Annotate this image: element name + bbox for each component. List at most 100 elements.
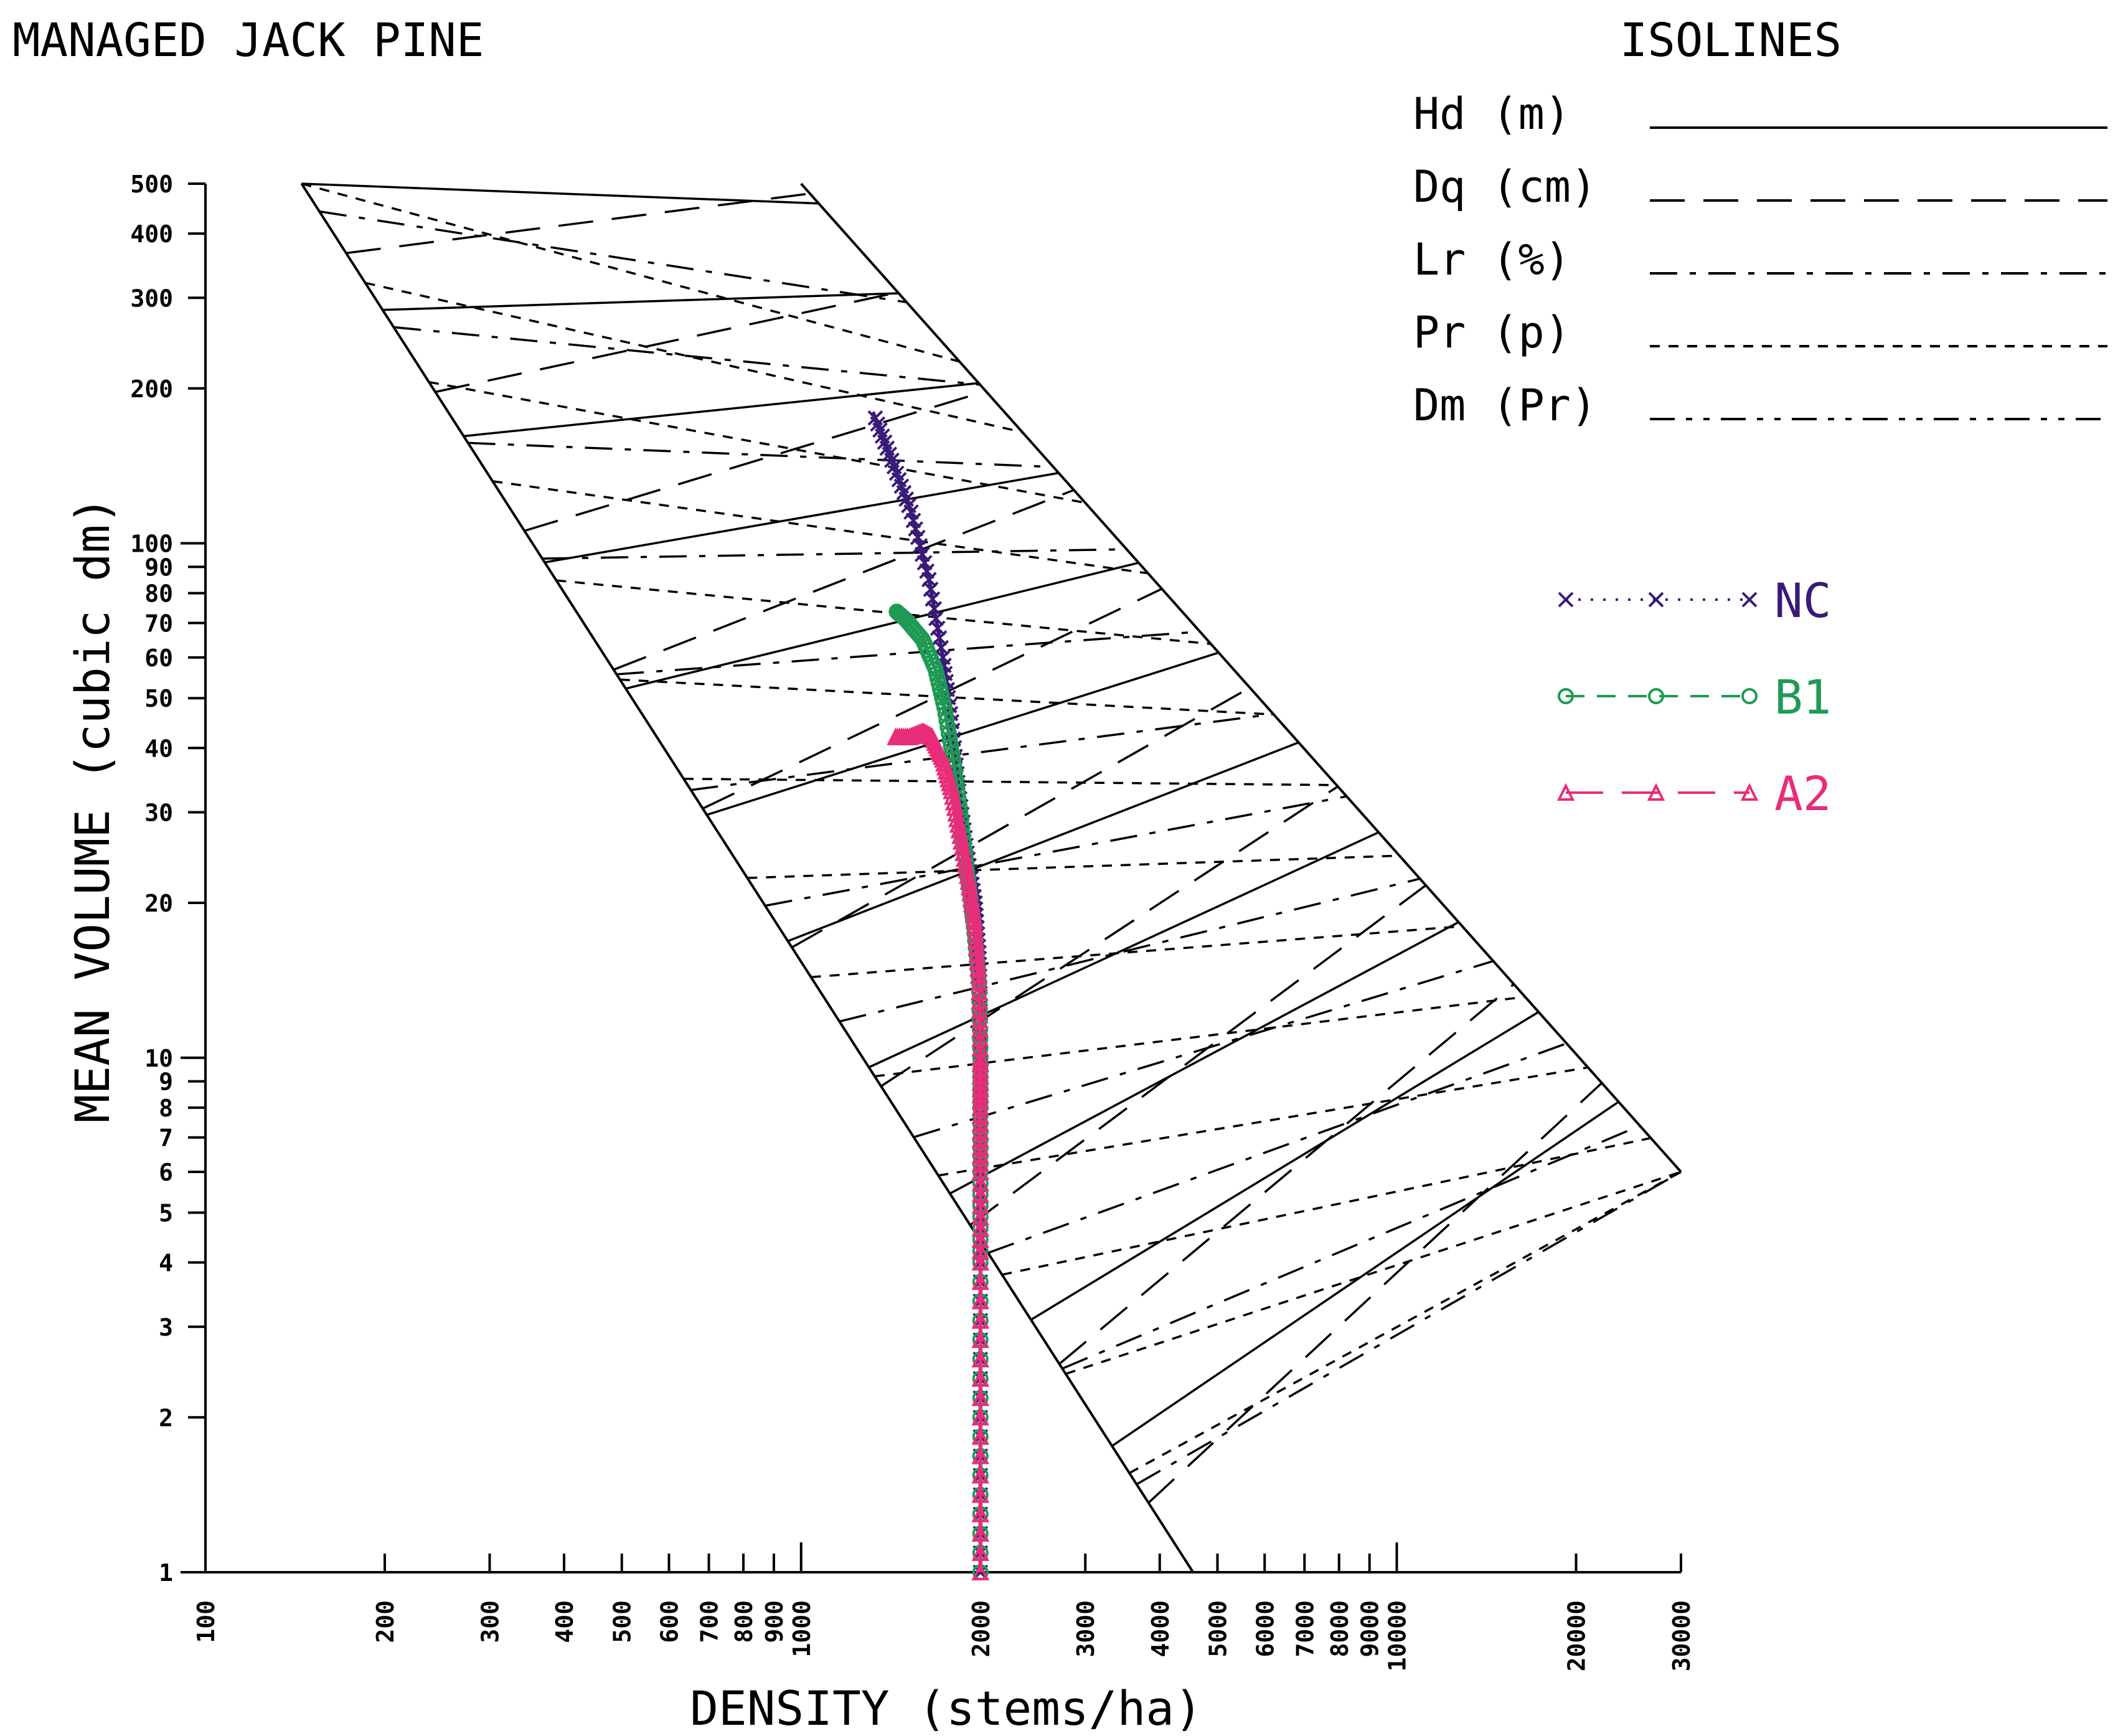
isoline-legend-label: Dq (cm) <box>1413 161 1597 212</box>
series-point <box>971 1330 990 1348</box>
series-point <box>970 982 989 1001</box>
series-point <box>971 1010 989 1029</box>
y-tick-label: 300 <box>130 285 173 312</box>
x-tick-label: 9000 <box>1357 1600 1384 1658</box>
legend-marker <box>1741 592 1758 608</box>
isoline <box>301 182 960 363</box>
series-point <box>971 1524 990 1542</box>
x-tick-label: 30000 <box>1668 1600 1695 1671</box>
y-tick-label: 7 <box>159 1125 173 1152</box>
x-tick-label: 20000 <box>1563 1600 1591 1671</box>
isoline <box>542 548 1127 560</box>
y-tick-label: 90 <box>144 554 173 581</box>
isoline <box>1058 983 1515 1365</box>
isoline <box>393 326 981 386</box>
x-tick-label: 900 <box>761 1600 788 1643</box>
x-tick-label: 4000 <box>1147 1600 1174 1658</box>
y-tick-label: 40 <box>144 735 173 762</box>
series-point <box>971 1446 990 1465</box>
y-tick-label: 400 <box>130 220 173 248</box>
isoline <box>1065 1171 1682 1375</box>
y-tick-label: 4 <box>159 1250 173 1277</box>
isoline <box>1062 1125 1640 1370</box>
y-tick-label: 9 <box>159 1068 173 1096</box>
series-point <box>971 1048 990 1066</box>
series-point <box>971 1311 990 1329</box>
isoline <box>702 588 1162 810</box>
legend-marker <box>1648 592 1664 608</box>
isoline <box>1136 1171 1682 1486</box>
x-tick-label: 2000 <box>967 1600 995 1658</box>
isoline <box>616 630 1200 676</box>
y-tick-label: 2 <box>159 1404 173 1432</box>
series-point <box>971 1407 990 1426</box>
isoline <box>747 854 1400 879</box>
isoline <box>684 777 1337 786</box>
series-layer <box>867 410 990 1580</box>
series-point <box>971 1369 990 1387</box>
series-point <box>971 1427 990 1445</box>
series-point <box>971 1272 990 1290</box>
isoline <box>765 795 1347 907</box>
x-tick-label: 100 <box>192 1600 220 1643</box>
isoline <box>524 390 987 532</box>
legend-marker <box>1558 592 1574 608</box>
isoline <box>435 291 898 394</box>
isoline <box>690 712 1274 791</box>
isolines-layer <box>301 182 1682 1504</box>
y-tick-label: 3 <box>159 1314 173 1341</box>
isoline <box>468 441 1053 468</box>
x-tick-label: 5000 <box>1204 1600 1231 1658</box>
x-tick-label: 6000 <box>1251 1600 1279 1658</box>
series-point <box>971 1219 990 1237</box>
series-point <box>970 991 989 1010</box>
x-tick-label: 500 <box>609 1600 636 1643</box>
isoline <box>556 579 1212 645</box>
y-tick-label: 50 <box>144 685 173 712</box>
legend-marker <box>1648 688 1664 704</box>
series-point <box>867 410 883 426</box>
series-point <box>971 1230 990 1248</box>
isoline <box>463 382 979 438</box>
x-tick-label: 400 <box>551 1600 578 1643</box>
y-tick-label: 100 <box>130 531 173 558</box>
isoline <box>1147 1082 1603 1504</box>
series-point <box>971 1029 989 1047</box>
isolines-legend-title: ISOLINES <box>1620 14 1842 67</box>
isoline-legend-label: Dm (Pr) <box>1413 380 1597 431</box>
x-tick-label: 10000 <box>1384 1600 1411 1671</box>
x-tick-label: 1000 <box>788 1600 816 1658</box>
legend-marker <box>1558 688 1574 704</box>
boundary-line <box>800 182 1682 1173</box>
isoline <box>791 686 1251 949</box>
y-tick-label: 500 <box>130 171 173 198</box>
x-axis-label: DENSITY (stems/ha) <box>690 1681 1203 1736</box>
series-point <box>971 1173 990 1192</box>
isoline <box>811 925 1462 979</box>
legend-entry-B1: B1 <box>1558 669 1832 725</box>
isoline <box>1129 1171 1682 1474</box>
x-tick-label: 800 <box>730 1600 758 1643</box>
isoline <box>382 292 899 311</box>
y-tick-label: 60 <box>144 644 173 672</box>
legend-entry-A2: A2 <box>1556 766 1832 821</box>
series-point <box>971 1543 990 1561</box>
isoline <box>913 960 1494 1138</box>
legend-label: A2 <box>1774 766 1832 821</box>
legend-marker <box>1740 783 1759 801</box>
isoline <box>1030 1011 1540 1321</box>
series-point <box>971 1039 989 1057</box>
isoline-legend-label: Lr (%) <box>1413 234 1571 285</box>
legend-label: B1 <box>1774 669 1832 725</box>
isoline-legend-label: Hd (m) <box>1413 88 1571 139</box>
isoline <box>544 471 1059 564</box>
isoline <box>319 210 907 304</box>
series-point <box>971 1207 990 1225</box>
y-tick-label: 6 <box>159 1159 173 1186</box>
x-tick-label: 300 <box>476 1600 504 1643</box>
isoline <box>787 741 1299 942</box>
isoline <box>839 877 1421 1023</box>
isoline <box>625 562 1139 690</box>
y-tick-label: 30 <box>144 800 173 827</box>
